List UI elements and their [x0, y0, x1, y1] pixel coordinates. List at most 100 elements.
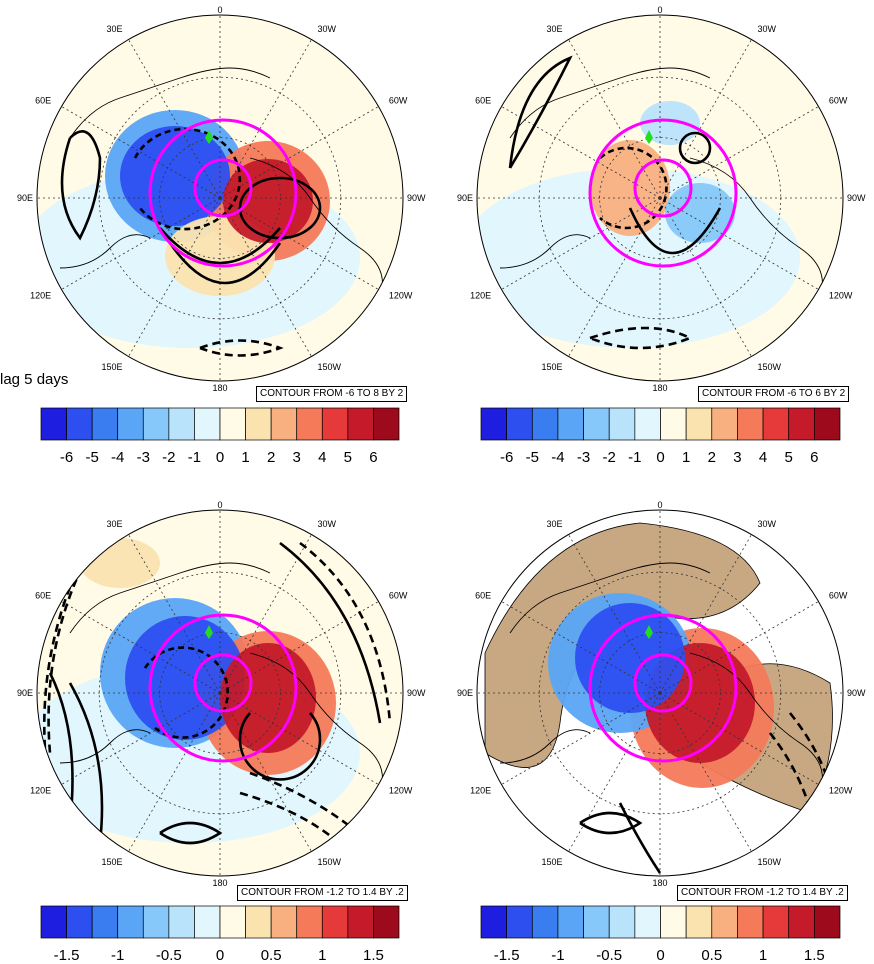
meridian-line — [219, 106, 379, 199]
lon-label: 60W — [389, 96, 408, 106]
lon-label: 60E — [475, 591, 491, 601]
contour-line — [788, 712, 837, 814]
meridian-line — [128, 534, 221, 694]
reference-circle-outer — [588, 118, 738, 268]
meridian-line — [219, 197, 312, 357]
colorbar-label: 0 — [656, 449, 664, 466]
contour-line — [168, 242, 282, 285]
colorbar-label: -5 — [526, 449, 539, 466]
lag-caption: lag 5 days — [0, 371, 69, 388]
lon-label: 90W — [407, 688, 426, 698]
lon-label: 90E — [457, 193, 473, 203]
location-marker — [645, 130, 653, 144]
colorbar-label: -6 — [500, 449, 513, 466]
map-field-top-right — [477, 15, 843, 381]
reference-circle-outer — [148, 118, 298, 268]
colorbar-box — [245, 407, 272, 441]
colorbar-box — [40, 905, 67, 939]
colorbar-box — [711, 905, 738, 939]
colorbar-label: -1.5 — [494, 947, 520, 964]
colorbar-box — [194, 407, 221, 441]
colorbar-box — [557, 407, 584, 441]
meridian-line — [61, 601, 221, 694]
lon-label: 120E — [30, 786, 51, 796]
colorbar-label: -4 — [111, 449, 124, 466]
coastline — [69, 67, 271, 139]
colorbar-label: 2 — [708, 449, 716, 466]
colorbar-box — [583, 905, 610, 939]
lon-label: 30E — [546, 24, 562, 34]
colorbar-box — [117, 905, 144, 939]
lon-label: 90E — [457, 688, 473, 698]
location-marker — [205, 625, 213, 639]
colorbar-top-left: -6 -5 -4 -3 -2 -1 0 1 2 3 4 5 6 — [40, 407, 400, 466]
colorbar-label: -2 — [162, 449, 175, 466]
colorbar-box — [117, 407, 144, 441]
colorbar-label: 5 — [344, 449, 352, 466]
contour-line — [678, 131, 712, 165]
colorbar-box — [531, 407, 559, 441]
contour-line — [628, 207, 722, 255]
colorbar-box — [142, 407, 170, 441]
coastline — [499, 234, 591, 269]
colorbar-label: -5 — [85, 449, 98, 466]
lon-label: 30W — [318, 24, 337, 34]
coastline — [249, 157, 383, 299]
lon-label: 120E — [470, 291, 491, 301]
colorbar-box — [737, 407, 764, 441]
colorbar-box — [788, 905, 815, 939]
coastline — [499, 729, 591, 764]
coastline — [689, 157, 823, 299]
colorbar-label: 4 — [318, 449, 326, 466]
lon-label: 0 — [657, 500, 662, 510]
colorbar-box — [762, 407, 790, 441]
lon-label: 90E — [17, 688, 33, 698]
lon-label: 150W — [758, 857, 782, 867]
contour-line — [199, 339, 284, 357]
lon-label: 0 — [657, 5, 662, 15]
meridian-line — [501, 692, 661, 785]
lon-label: 60E — [35, 96, 51, 106]
lon-label: 120W — [389, 786, 413, 796]
meridian-line — [61, 197, 221, 290]
colorbar-box — [296, 407, 323, 441]
lon-label: 120E — [470, 786, 491, 796]
colorbar-box — [480, 905, 507, 939]
coastline — [249, 652, 383, 794]
meridian-line — [219, 692, 312, 852]
coastline — [689, 652, 823, 794]
colorbar-label: 4 — [759, 449, 767, 466]
lon-label: 0 — [217, 500, 222, 510]
colorbar-box — [91, 905, 119, 939]
meridian-line — [219, 692, 379, 785]
meridian-line — [659, 692, 752, 852]
lon-label: 150E — [101, 857, 122, 867]
colorbar-label: 1 — [241, 449, 249, 466]
reference-circle-inner — [633, 653, 693, 713]
colorbar-box — [480, 407, 507, 441]
colorbar-box — [66, 905, 93, 939]
map-panel-top-left: 0 30W 60W 90W 120W 150W 180 150E 120E 90E 60E 30E — [17, 5, 426, 393]
meridian-line — [659, 197, 752, 357]
reference-circle-inner — [193, 158, 253, 218]
contour-line — [238, 712, 322, 781]
colorbar-label: 6 — [810, 449, 818, 466]
contour-line — [279, 541, 382, 724]
colorbar-box — [245, 905, 272, 939]
colorbar-box — [506, 407, 533, 441]
colorbar-box — [66, 407, 93, 441]
contour-line — [238, 176, 322, 240]
lon-label: 0 — [217, 5, 222, 15]
colorbar-box — [91, 407, 119, 441]
contour-line — [299, 541, 392, 724]
colorbar-label: -1 — [628, 449, 641, 466]
map-field-top-left — [37, 15, 403, 381]
anomaly-blob — [665, 183, 735, 243]
colorbar-label: 1 — [318, 947, 326, 964]
colorbar-box — [685, 905, 713, 939]
lon-label: 90W — [407, 193, 426, 203]
contour-line — [60, 130, 102, 241]
colorbar-label: 0.5 — [261, 947, 282, 964]
contour-info-bottom-right: CONTOUR FROM -1.2 TO 1.4 BY .2 — [677, 885, 848, 901]
anomaly-blob — [220, 643, 316, 753]
